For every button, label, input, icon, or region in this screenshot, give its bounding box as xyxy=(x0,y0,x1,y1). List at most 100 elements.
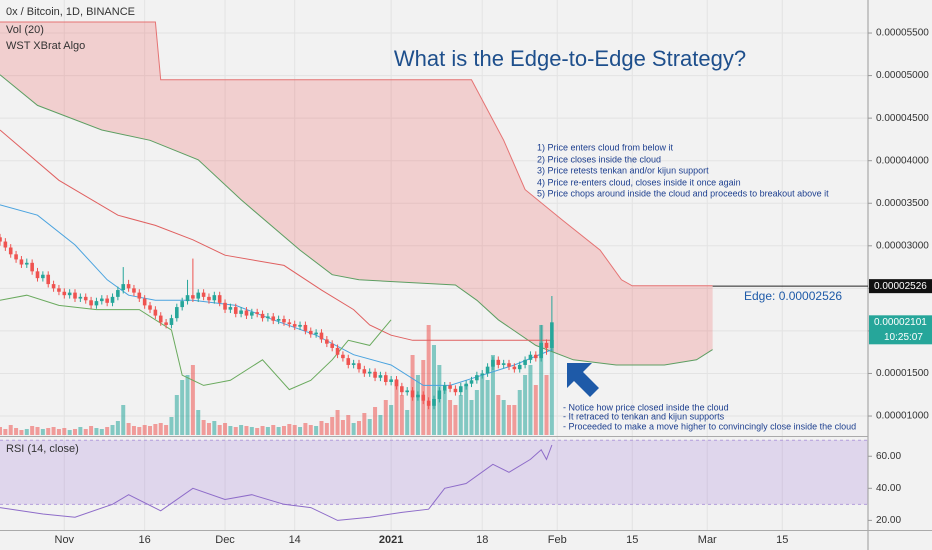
candle-body xyxy=(292,324,297,327)
volume-bar xyxy=(148,426,153,435)
candle-body xyxy=(191,295,195,299)
volume-bar xyxy=(298,427,303,435)
volume-bar xyxy=(319,421,324,435)
y-tick-label: 0.00004000 xyxy=(876,155,929,166)
candle-body xyxy=(175,307,179,319)
candle-body xyxy=(89,300,93,306)
volume-bar xyxy=(324,423,329,435)
candle-body xyxy=(94,301,99,306)
step: 1) Price enters cloud from below it xyxy=(537,142,674,152)
candle-body xyxy=(255,312,259,314)
candle-body xyxy=(351,363,356,365)
lagging-line xyxy=(0,294,392,391)
volume-bar xyxy=(99,429,104,435)
rsi-line xyxy=(0,444,553,521)
volume-bar xyxy=(512,405,517,435)
candle-body xyxy=(539,342,543,359)
volume-bar xyxy=(174,395,179,435)
candle-body xyxy=(212,295,217,301)
candle-body xyxy=(373,371,377,378)
y-tick-label: 20.00 xyxy=(876,515,901,526)
candle-body xyxy=(228,307,233,310)
volume-bar xyxy=(105,427,110,435)
volume-bar xyxy=(169,417,174,435)
candle-body xyxy=(394,379,399,387)
candle-body xyxy=(180,301,184,308)
candle-body xyxy=(223,302,227,310)
step: 3) Price retests tenkan and/or kijun sup… xyxy=(537,165,709,175)
cloud xyxy=(0,22,713,365)
volume-bar xyxy=(394,380,399,435)
y-tick-label: 0.00004500 xyxy=(876,113,929,124)
candle-body xyxy=(282,318,286,323)
candle-body xyxy=(335,347,340,355)
candle-body xyxy=(426,400,431,406)
candle-body xyxy=(544,342,549,348)
volume-bar xyxy=(228,426,233,435)
last-price-box xyxy=(869,315,932,345)
volume-bar xyxy=(164,425,169,435)
volume-bar xyxy=(453,405,458,435)
candle-body xyxy=(73,292,77,299)
step: 2) Price closes inside the cloud xyxy=(537,154,661,164)
volume-bar xyxy=(383,400,388,435)
x-tick-label: Mar xyxy=(698,534,717,546)
candle-body xyxy=(528,354,533,360)
volume-bar xyxy=(185,375,190,435)
volume-bar xyxy=(35,427,40,435)
legend-line: WST XBrat Algo xyxy=(6,40,85,52)
volume-bar xyxy=(442,390,447,435)
rsi-band xyxy=(0,440,868,505)
volume-bar xyxy=(432,345,436,435)
candle-body xyxy=(3,241,8,248)
volume-bar xyxy=(8,425,13,435)
candle-body xyxy=(442,385,447,391)
candle-body xyxy=(416,394,420,398)
candle-body xyxy=(46,274,51,285)
volume-bar xyxy=(83,429,88,435)
volume-bar xyxy=(158,423,163,435)
candle-body xyxy=(260,313,265,319)
volume-bar xyxy=(89,426,94,435)
volume-bar xyxy=(362,413,367,435)
y-tick-label: 0.00003500 xyxy=(876,198,929,209)
candle-body xyxy=(83,296,88,301)
candle-body xyxy=(24,262,29,265)
candle-body xyxy=(480,373,485,376)
candle-body xyxy=(469,380,474,384)
candle-body xyxy=(158,315,163,323)
volume-bar xyxy=(153,424,158,435)
volume-bar xyxy=(3,429,8,435)
edge-label-box xyxy=(869,279,932,294)
candle-body xyxy=(319,332,324,340)
candle-body xyxy=(458,386,463,393)
volume-bar xyxy=(464,385,469,435)
volume-bar xyxy=(276,427,281,435)
volume-bar xyxy=(212,421,217,435)
volume-bar xyxy=(24,429,29,435)
candle-body xyxy=(266,316,270,319)
candle-body xyxy=(383,375,388,382)
candle-body xyxy=(244,310,249,316)
candle-body xyxy=(148,305,152,310)
volume-bar xyxy=(539,325,544,435)
candle-body xyxy=(185,295,190,302)
rsi-label: RSI (14, close) xyxy=(6,443,79,455)
volume-bar xyxy=(340,420,345,435)
candle-body xyxy=(35,271,40,279)
candle-body xyxy=(534,354,538,359)
candle-body xyxy=(437,390,442,399)
volume-bar xyxy=(474,390,479,435)
candle-body xyxy=(239,310,243,314)
arrow xyxy=(567,363,599,397)
candle-body xyxy=(410,390,415,398)
volume-bar xyxy=(501,400,506,435)
y-tick-label: 0.00005500 xyxy=(876,28,929,39)
volume-bar xyxy=(142,425,147,435)
y-tick-label: 60.00 xyxy=(876,451,901,462)
candle-body xyxy=(287,322,292,325)
x-tick-label: 18 xyxy=(476,534,488,546)
note: - It retraced to tenkan and kijun suppor… xyxy=(563,411,725,421)
candle-body xyxy=(217,295,222,303)
